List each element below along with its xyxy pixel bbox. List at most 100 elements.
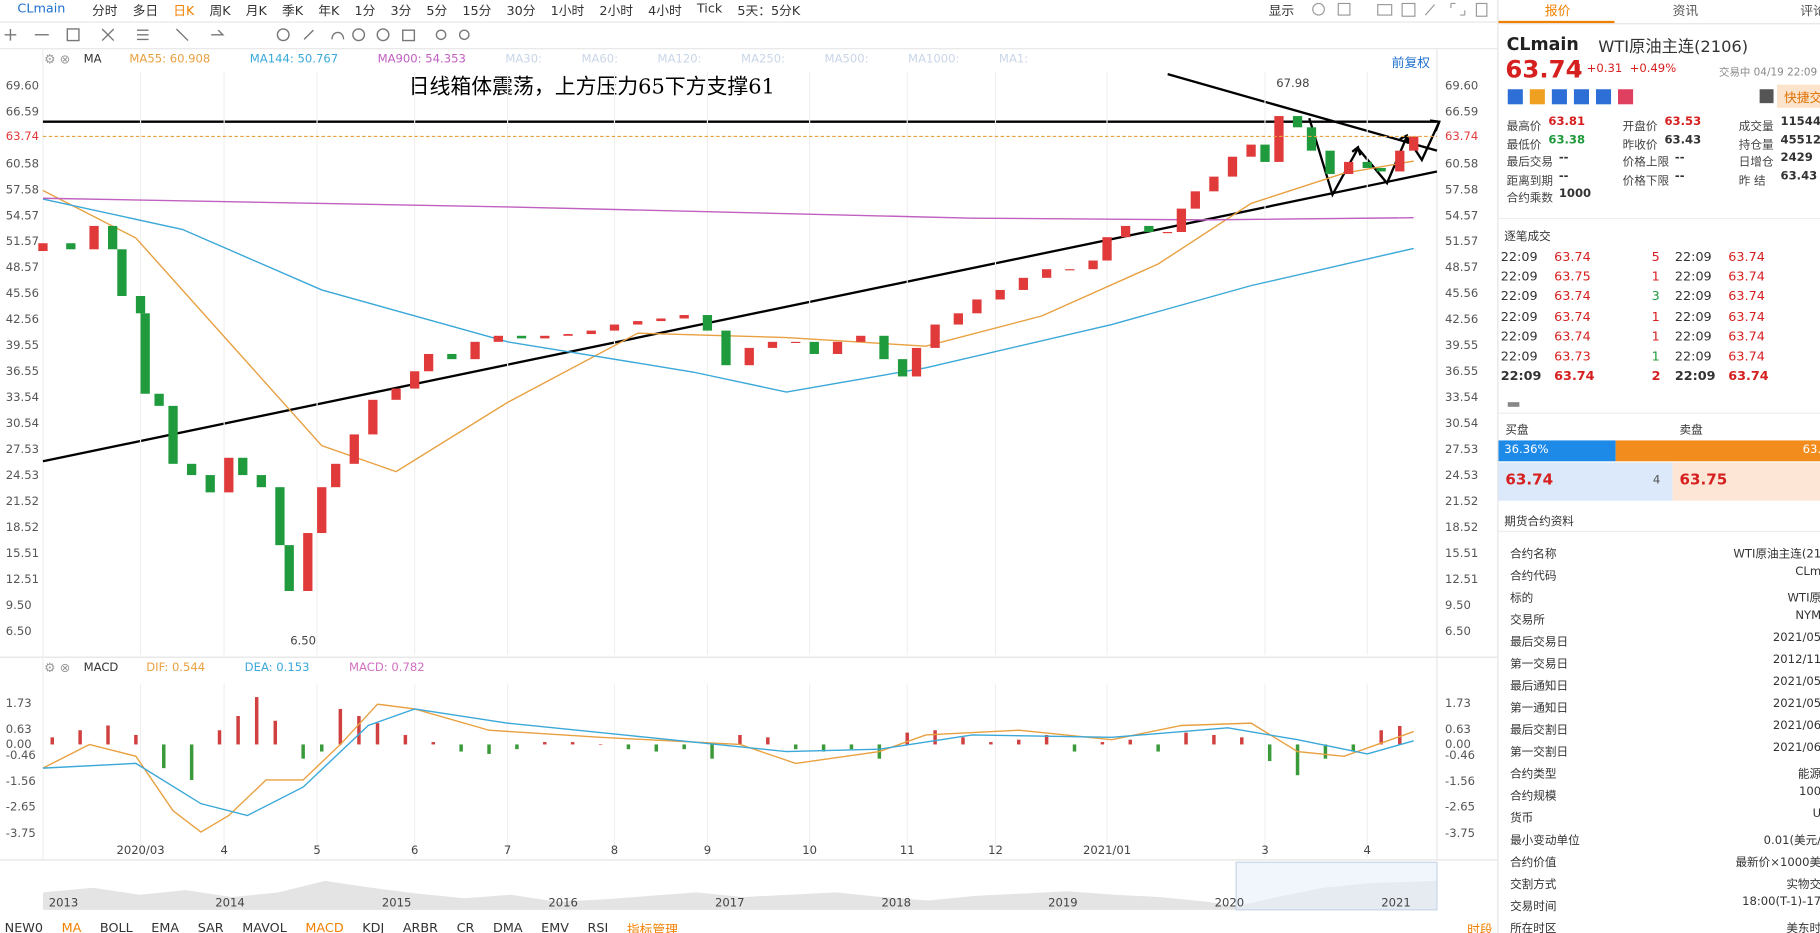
stat-value: 1000 [1558,187,1592,201]
candle [423,353,434,372]
y-tick-label: 57.58 [1445,182,1478,196]
period-tab[interactable]: 5天：5分K [737,3,801,19]
indicator-tab[interactable]: DMA [492,920,523,933]
y-tick-label: 60.58 [6,156,39,170]
indicator-tab[interactable]: EMV [541,920,569,933]
indicator-tab[interactable]: CR [456,920,475,933]
macd-bar [515,744,519,750]
y-tick-label: 54.57 [6,208,39,222]
macd-bar [1323,744,1328,759]
macd-bar [162,744,166,769]
panel-tab[interactable]: 评论 [1800,3,1820,19]
price-annotation: 67.98 [1276,76,1309,90]
period-tab[interactable]: 1小时 [550,3,585,19]
period-tab[interactable]: Tick [696,1,723,17]
period-tab[interactable]: 5分 [426,3,448,19]
macd-bar [1128,739,1133,745]
contract-label: 合约名称 [1510,548,1557,561]
quote-icon [1573,89,1589,105]
indicator-tab[interactable]: RSI [587,920,609,933]
candle [767,341,778,348]
candle [205,475,215,493]
legend-entry: DIF: 0.544 [146,661,206,675]
macd-bar [961,737,965,745]
indicator-tab[interactable]: BOLL [99,920,133,933]
x-tick-label: 11 [900,843,915,857]
period-tab[interactable]: 多日 [132,3,159,19]
contract-value: 100 [1798,785,1820,799]
settings-icons[interactable]: ⚙ ⊗ [44,660,71,676]
y-tick-label: 15.51 [1445,546,1478,560]
toolbar-icons[interactable] [1312,2,1488,17]
period-tab[interactable]: 1分 [354,3,376,19]
period-tab[interactable]: 分时 [92,3,118,19]
macd-legend: MACD DIF: 0.544 DEA: 0.153 MACD: 0.782 [84,662,425,675]
panel-tab[interactable]: 资讯 [1672,3,1699,19]
period-tab[interactable]: 日K [173,3,195,19]
status: 交易中 04/19 22:09 [1718,67,1818,79]
indicator-tab[interactable]: MACD [305,920,344,933]
change-pct: +0.49% [1629,62,1677,76]
candle [1190,191,1200,209]
trade-time: 22:09 [1674,328,1712,344]
trade-price: 63.73 [1554,348,1591,364]
x-tick-label: 3 [1261,843,1268,857]
candle [1065,269,1075,271]
overview-window[interactable] [1235,861,1438,911]
period-tab[interactable]: 季K [281,3,304,19]
candle [117,249,127,297]
adjust-mode[interactable]: 前复权 [1391,55,1430,71]
quote-icon [1595,89,1612,105]
y-tick-label: 30.54 [6,416,39,430]
indicator-tab[interactable]: NEW0 [4,920,44,933]
candle [368,399,378,435]
trade-price: 63.74 [1554,249,1591,265]
display-menu[interactable]: 显示 [1268,3,1295,19]
period-tab[interactable]: 3分 [390,3,412,19]
price-annotation: 6.50 [290,633,316,647]
period-toolbar: CLmain 分时 多日 日K 周K 月K 季K 年K 1分 3分 5分 15分 30分 1小时 2小时 4小… [17,1,800,20]
indicator-tab[interactable]: SAR [197,920,224,933]
indicator-tab[interactable]: EMA [151,920,180,933]
candle [1274,116,1284,162]
period-tab[interactable]: 年K [318,3,340,19]
drawing-tools[interactable] [4,28,470,42]
indicator-tab[interactable]: KDJ [362,920,385,933]
period-tab[interactable]: 4小时 [648,3,682,19]
macd-bar [431,742,436,745]
quick-trade[interactable]: 快捷交 [1783,90,1820,106]
period-tab[interactable]: 周K [209,3,231,19]
macd-bar [682,744,686,750]
contract-value: WTI原 [1787,592,1820,605]
period-tab[interactable]: 30分 [506,3,536,19]
x-tick-label: 8 [611,843,618,857]
period-button[interactable]: 时段 [1467,922,1493,933]
trade-price: 63.74 [1728,328,1765,344]
macd-bar [338,708,343,745]
indicator-tab[interactable]: 指标管理 [626,922,678,933]
period-tab[interactable]: 月K [245,3,267,19]
legend-entry: MA60: [581,53,619,67]
candle [1344,161,1354,175]
indicator-tab[interactable]: ARBR [402,920,439,933]
candle [168,405,178,464]
candle [1018,277,1029,290]
stat-label: 最高价 [1506,120,1542,134]
settings-icons[interactable]: ⚙ ⊗ [44,52,71,68]
panel-tab[interactable]: 报价 [1544,3,1571,19]
contract-label: 第一交割日 [1510,746,1569,760]
contract-value: 2012/11 [1772,653,1820,667]
macd-bar [1267,744,1272,762]
candle [256,475,266,488]
indicator-tab[interactable]: MA [61,920,82,933]
indicator-tab[interactable]: MAVOL [242,920,287,933]
period-tab[interactable]: 2小时 [599,3,634,19]
macd-line [42,703,1414,833]
ma-line [42,197,1414,221]
symbol-tab[interactable]: CLmain [17,1,66,17]
candle [563,334,573,336]
timeline-label: 2015 [382,895,411,909]
trade-time: 22:09 [1674,368,1716,384]
period-tab[interactable]: 15分 [462,3,492,19]
candle [1041,269,1052,278]
